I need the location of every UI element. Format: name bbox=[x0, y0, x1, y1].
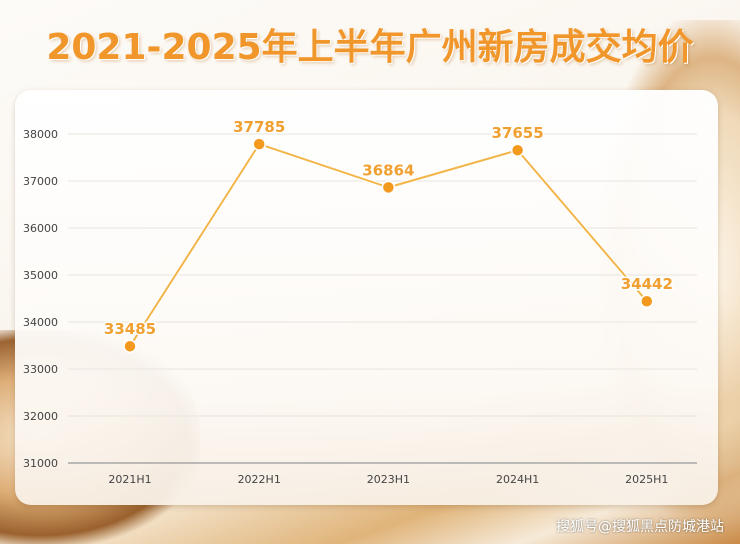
y-tick-label: 32000 bbox=[23, 410, 58, 423]
data-point bbox=[381, 180, 396, 195]
x-tick-label: 2022H1 bbox=[238, 473, 281, 486]
x-tick-label: 2025H1 bbox=[625, 473, 668, 486]
y-tick-label: 31000 bbox=[23, 457, 58, 470]
data-label: 37785 bbox=[233, 118, 285, 136]
chart-card bbox=[15, 90, 718, 505]
y-tick-label: 38000 bbox=[23, 128, 58, 141]
y-tick-label: 37000 bbox=[23, 175, 58, 188]
chart-title: 2021-2025年上半年广州新房成交均价 bbox=[46, 27, 694, 68]
data-point bbox=[640, 294, 654, 308]
data-label: 37655 bbox=[492, 124, 544, 142]
x-tick-label: 2024H1 bbox=[496, 473, 539, 486]
watermark: 搜狐号@搜狐黑点防城港站 bbox=[556, 519, 724, 535]
y-tick-label: 34000 bbox=[23, 316, 58, 329]
y-tick-label: 33000 bbox=[23, 363, 58, 376]
y-tick-label: 36000 bbox=[23, 222, 58, 235]
data-label: 33485 bbox=[104, 320, 156, 338]
x-tick-label: 2023H1 bbox=[367, 473, 410, 486]
y-tick-label: 35000 bbox=[23, 269, 58, 282]
data-point bbox=[510, 143, 525, 157]
data-label: 36864 bbox=[362, 161, 414, 179]
data-label: 34442 bbox=[621, 275, 673, 293]
data-point bbox=[123, 339, 137, 353]
x-tick-label: 2021H1 bbox=[108, 473, 151, 486]
data-point bbox=[252, 137, 266, 151]
